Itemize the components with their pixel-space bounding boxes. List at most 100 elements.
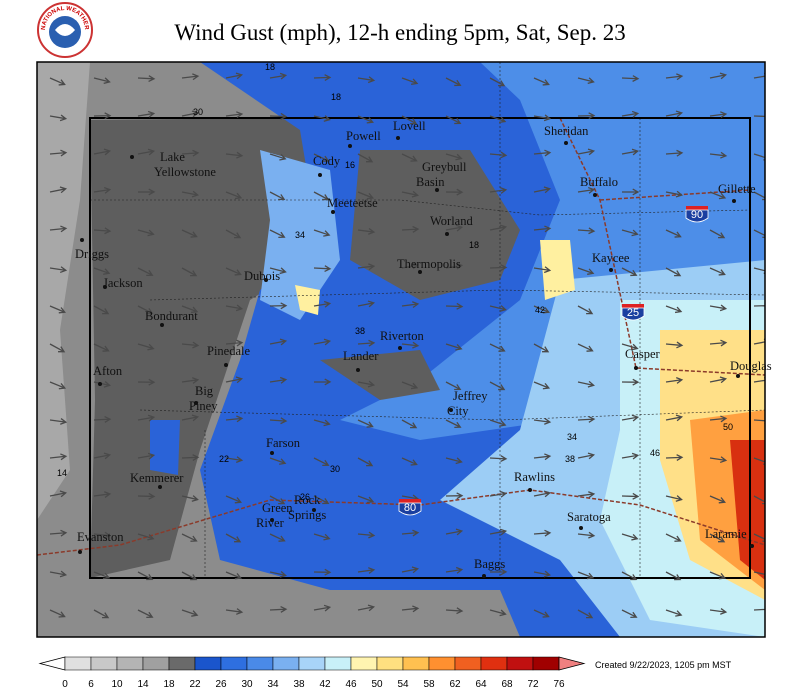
wind-arrow [93, 148, 112, 156]
wind-arrow [577, 186, 596, 194]
wind-arrow [137, 492, 156, 500]
wind-arrow [93, 112, 112, 120]
wind-arrow [269, 191, 286, 201]
wind-arrow [709, 267, 726, 276]
wind-arrow [401, 77, 419, 85]
wind-arrow [665, 305, 683, 314]
wind-arrow [49, 343, 66, 353]
city-label: Kemmerer [130, 471, 184, 485]
logo: NATIONAL WEATHER SERVICE [0, 0, 93, 58]
shield [685, 209, 709, 223]
wind-arrow [181, 190, 200, 198]
wind-arrow [225, 229, 242, 239]
wind-arrow [181, 495, 199, 502]
wind-arrow [93, 77, 111, 85]
city-dot [736, 374, 740, 378]
city-label: Casper [625, 347, 661, 361]
wind-arrow [533, 490, 552, 498]
wind-arrow [533, 381, 551, 390]
legend-tick-label: 54 [397, 679, 409, 690]
wind-arrow [445, 115, 462, 125]
city-label: Lake [160, 150, 185, 164]
wind-arrow [709, 456, 728, 464]
city-dot [103, 285, 107, 289]
wind-arrow [225, 267, 242, 276]
wind-arrow [313, 229, 331, 237]
wind-arrow [181, 267, 198, 277]
title: Wind Gust (mph), 12-h ending 5pm, Sat, S… [174, 20, 625, 45]
wind-arrow [269, 376, 288, 384]
wind-arrow [445, 77, 462, 87]
wind-arrow [49, 381, 67, 390]
wind-arrow [93, 531, 112, 539]
wind-arrow [225, 571, 243, 580]
wind-arrow [709, 72, 728, 80]
legend-swatch [324, 656, 352, 671]
city-label: Cody [313, 154, 341, 168]
wind-arrow [49, 114, 68, 122]
legend-swatch [376, 656, 404, 671]
legend-swatch [168, 656, 196, 671]
wind-arrow [269, 457, 287, 465]
city-dot [98, 382, 102, 386]
legend-swatch [246, 656, 274, 671]
wind-arrow [313, 153, 330, 162]
legend-swatch [506, 656, 534, 671]
wind-arrow [577, 267, 595, 275]
wind-arrow [577, 77, 595, 85]
wind-arrow [49, 418, 68, 425]
wind-arrow [533, 266, 552, 274]
wind-arrow [445, 566, 464, 574]
wind-arrow [313, 191, 330, 201]
wind-arrow [577, 491, 596, 499]
wind-arrow [313, 457, 330, 467]
wind-arrow [137, 110, 156, 118]
wind-arrow [49, 266, 68, 274]
city-dot [78, 550, 82, 554]
wind-arrow [137, 188, 156, 196]
wind-arrow [225, 191, 243, 200]
wind-arrow [313, 115, 331, 122]
wind-arrow [225, 72, 244, 80]
wind-arrow [225, 339, 244, 347]
wind-arrow [489, 528, 508, 536]
city-dot [264, 278, 268, 282]
city-dot [609, 268, 613, 272]
wind-arrow [269, 267, 287, 275]
wind-arrow [489, 455, 508, 463]
city-dot [356, 368, 360, 372]
city-dot [750, 544, 754, 548]
map [37, 62, 765, 637]
legend-swatch [402, 656, 430, 671]
wind-arrow [401, 419, 418, 429]
wind-arrow [357, 115, 374, 124]
legend-tick-label: 22 [189, 679, 201, 690]
city-label: Sheridan [544, 124, 589, 138]
wind-arrow [357, 300, 376, 308]
wind-arrow [621, 414, 640, 422]
wind-arrow [533, 529, 552, 537]
wind-arrow [93, 609, 110, 619]
city-label: City [447, 404, 469, 418]
wind-arrow [401, 153, 418, 162]
wind-arrow [49, 490, 68, 498]
legend-tick-label: 14 [137, 679, 149, 690]
legend-swatch [220, 656, 248, 671]
city-label: Driggs [75, 247, 109, 261]
wind-arrow [181, 341, 200, 349]
wind-arrow [401, 225, 420, 233]
wind-arrow [753, 457, 765, 465]
wind-arrow [709, 229, 726, 239]
city-dot [528, 488, 532, 492]
wind-arrow [225, 456, 244, 464]
city-dot [593, 193, 597, 197]
city-dot [445, 232, 449, 236]
city-label: Laramie [705, 527, 747, 541]
wind-arrow [357, 228, 376, 235]
wind-arrow [401, 341, 420, 349]
wind-arrow [313, 533, 331, 541]
city-dot [732, 199, 736, 203]
city-dot [579, 526, 583, 530]
city-label: Green [262, 501, 293, 515]
